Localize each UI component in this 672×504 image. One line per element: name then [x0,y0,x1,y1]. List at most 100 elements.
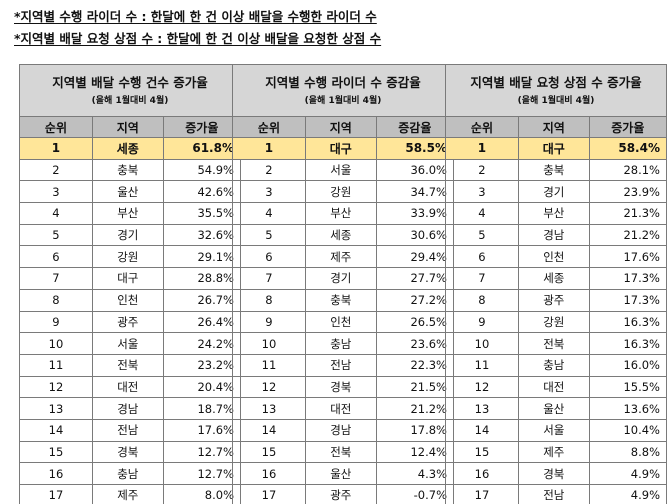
table-row: 16 울산 4.3% [232,462,455,485]
table-row: 3 울산 42.6% [19,180,242,204]
rate-cell: 26.4% [162,310,242,334]
region-cell: 충남 [517,353,590,377]
rank-cell: 10 [445,332,519,355]
rank-cell: 6 [445,245,519,269]
rank-cell: 16 [232,462,306,485]
column-header-region: 지역 [91,116,164,138]
rate-cell: 8.0% [162,484,242,504]
table-row: 12 대전 15.5% [445,375,668,399]
table-row: 8 광주 17.3% [445,288,668,312]
table-subtitle: (올해 1월대비 4월) [517,95,595,106]
rank-cell: 12 [19,375,93,399]
region-cell: 전북 [517,332,590,355]
region-cell: 부산 [517,202,590,225]
column-header-rank: 순위 [445,116,519,138]
rate-cell: 24.2% [162,332,242,355]
region-cell: 세종 [304,223,377,247]
rate-cell: 21.2% [588,223,668,247]
region-cell: 부산 [304,202,377,225]
table-row: 1 대구 58.4% [445,137,668,160]
rank-cell: 3 [445,180,519,204]
table-row: 13 경남 18.7% [19,397,242,420]
table-row: 4 부산 35.5% [19,202,242,225]
region-cell: 경기 [91,223,164,247]
rank-cell: 8 [445,288,519,312]
table-row: 13 울산 13.6% [445,397,668,420]
column-header-rank: 순위 [19,116,93,138]
rank-cell: 2 [445,158,519,182]
region-cell: 전남 [91,418,164,442]
column-header-region: 지역 [304,116,377,138]
table-title: 지역별 수행 라이더 수 증감율 [265,74,421,90]
table-row: 7 대구 28.8% [19,267,242,290]
rate-cell: 16.3% [588,310,668,334]
rank-cell: 13 [19,397,93,420]
rank-cell: 4 [19,202,93,225]
rate-cell: 54.9% [162,158,242,182]
table-row: 14 전남 17.6% [19,418,242,442]
region-cell: 세종 [517,267,590,290]
table-title: 지역별 배달 수행 건수 증가율 [52,74,208,90]
region-cell: 전북 [91,353,164,377]
table-title: 지역별 배달 요청 상점 수 증가율 [470,74,642,90]
table-row: 10 서울 24.2% [19,332,242,355]
region-cell: 세종 [91,137,164,160]
rate-cell: 12.4% [375,440,455,464]
region-cell: 강원 [91,245,164,269]
rate-cell: 28.8% [162,267,242,290]
rank-cell: 1 [445,137,519,160]
column-header-rate: 증가율 [588,116,668,138]
rank-cell: 14 [19,418,93,442]
table-row: 17 전남 4.9% [445,484,668,504]
rate-cell: 26.7% [162,288,242,312]
region-cell: 인천 [91,288,164,312]
table-row: 1 대구 58.5% [232,137,455,160]
table-row: 3 강원 34.7% [232,180,455,204]
region-cell: 충북 [517,158,590,182]
table-row: 6 제주 29.4% [232,245,455,269]
table-row: 6 강원 29.1% [19,245,242,269]
column-header-region: 지역 [517,116,590,138]
rank-cell: 17 [445,484,519,504]
rank-cell: 13 [232,397,306,420]
region-cell: 충남 [91,462,164,485]
region-cell: 전남 [304,353,377,377]
region-cell: 광주 [91,310,164,334]
table-row: 2 충북 54.9% [19,158,242,182]
table-row: 9 강원 16.3% [445,310,668,334]
region-cell: 충북 [304,288,377,312]
table-rider-growth: 지역별 수행 라이더 수 증감율 (올해 1월대비 4월) 순위 지역 증감율 1 대구 58… [232,64,455,504]
rate-cell: 23.2% [162,353,242,377]
region-cell: 경북 [91,440,164,464]
table-row: 9 인천 26.5% [232,310,455,334]
table-row: 14 경남 17.8% [232,418,455,442]
rank-cell: 11 [232,353,306,377]
table-delivery-growth: 지역별 배달 수행 건수 증가율 (올해 1월대비 4월) 순위 지역 증가율 1 세종 61… [19,64,242,504]
rate-cell: 42.6% [162,180,242,204]
region-cell: 울산 [304,462,377,485]
rank-cell: 5 [232,223,306,247]
rate-cell: 4.9% [588,462,668,485]
rank-cell: 9 [19,310,93,334]
region-cell: 경기 [517,180,590,204]
table-title-block: 지역별 수행 라이더 수 증감율 (올해 1월대비 4월) [232,64,454,117]
rank-cell: 15 [19,440,93,464]
rank-cell: 1 [19,137,93,160]
rank-cell: 10 [232,332,306,355]
rank-cell: 4 [232,202,306,225]
rank-cell: 13 [445,397,519,420]
table-subtitle: (올해 1월대비 4월) [91,95,169,106]
rate-cell: 34.7% [375,180,455,204]
rate-cell: 16.3% [588,332,668,355]
table-row: 11 전남 22.3% [232,353,455,377]
rank-cell: 14 [445,418,519,442]
table-row: 2 충북 28.1% [445,158,668,182]
column-header-rate: 증감율 [375,116,455,138]
rate-cell: 23.9% [588,180,668,204]
rate-cell: 27.7% [375,267,455,290]
table-row: 9 광주 26.4% [19,310,242,334]
table-row: 7 경기 27.7% [232,267,455,290]
rank-cell: 15 [232,440,306,464]
rate-cell: 15.5% [588,375,668,399]
rate-cell: 30.6% [375,223,455,247]
